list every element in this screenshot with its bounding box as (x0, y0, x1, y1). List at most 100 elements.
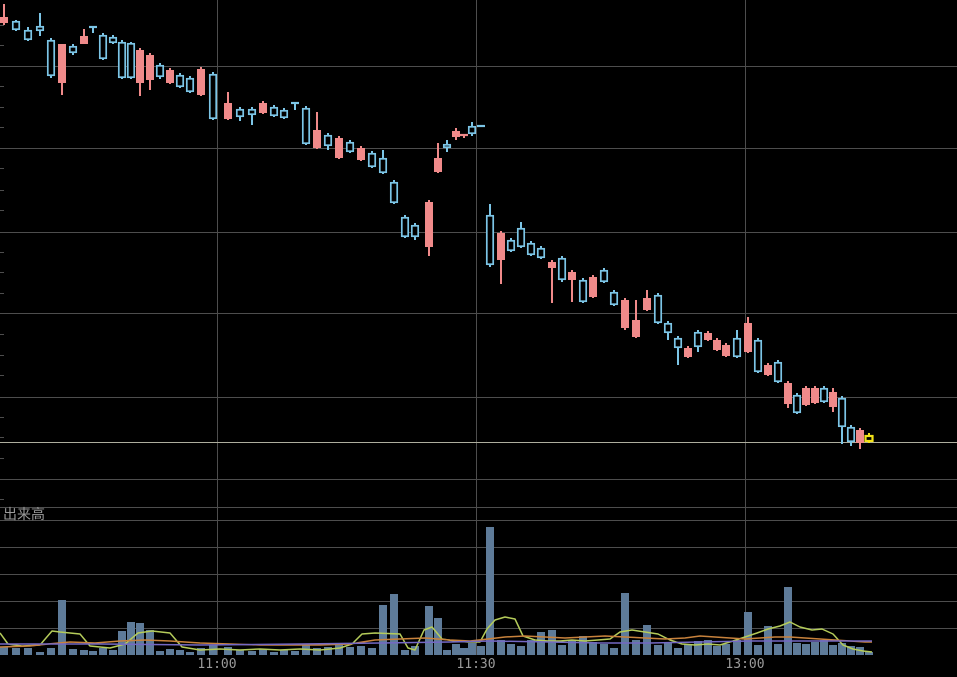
candle-body-down (357, 148, 365, 160)
candle-body-down (497, 233, 505, 260)
volume-bar (259, 649, 267, 655)
volume-bar (517, 646, 525, 655)
candle (89, 25, 97, 33)
volume-bar (847, 646, 855, 655)
volume-bar (579, 636, 587, 655)
candle-body-down (313, 130, 321, 148)
candle (557, 256, 567, 282)
candle (467, 122, 477, 136)
volume-bar (568, 640, 576, 655)
candle (166, 68, 174, 84)
candle (526, 241, 536, 256)
candle (452, 128, 460, 140)
candle-body-up (653, 294, 663, 324)
candle (713, 338, 721, 351)
candle-body-up (301, 107, 311, 145)
volume-bar (248, 651, 256, 655)
candle (434, 143, 442, 173)
candle-body-up (773, 361, 783, 383)
candle (425, 200, 433, 256)
candle (485, 204, 495, 267)
candle-body-up (235, 108, 245, 118)
candle-body-down (856, 430, 864, 443)
candle-body-up (345, 141, 355, 153)
candle-body-up (68, 45, 78, 54)
candle (632, 300, 640, 338)
current-candle-body (864, 434, 874, 443)
volume-bar (632, 640, 640, 655)
volume-bar (146, 630, 154, 655)
volume-bar (69, 649, 77, 655)
ma_short-line (0, 616, 873, 653)
volume-bar (58, 600, 66, 655)
candle-body-up (185, 77, 195, 93)
candle (345, 140, 355, 153)
candle-body-down (621, 300, 629, 328)
candle (11, 20, 21, 31)
candle (259, 101, 267, 114)
candle (753, 338, 763, 373)
candle-body-up (526, 242, 536, 256)
candle-body-up (155, 64, 165, 78)
time-label-1130: 11:30 (456, 657, 496, 672)
volume-bar (744, 612, 752, 655)
volume-bar (313, 648, 321, 655)
candle-body-up (506, 239, 516, 252)
candle (378, 150, 388, 174)
volume-bar (156, 651, 164, 655)
candle (269, 105, 279, 117)
volume-bar (89, 651, 97, 655)
volume-bar (722, 644, 730, 655)
volume-bar (109, 650, 117, 655)
candle (247, 107, 257, 125)
ma_mid-line (0, 635, 872, 648)
candle-body-up (485, 214, 495, 266)
candle (68, 44, 78, 55)
volume-bar (486, 527, 494, 655)
volume-bar (99, 648, 107, 655)
candle (400, 215, 410, 238)
candle (704, 331, 712, 341)
candle-body-up (117, 41, 127, 79)
candle-body-up (35, 25, 45, 32)
volume-bar (784, 587, 792, 655)
candle (126, 42, 136, 79)
volume-bar (674, 648, 682, 655)
volume-bar (434, 618, 442, 655)
candle-body-up (247, 108, 257, 116)
candle-body-up (673, 337, 683, 349)
candle (291, 101, 299, 110)
time-label-1300: 13:00 (725, 657, 765, 672)
candle-body-down (802, 388, 810, 405)
volume-bar (346, 647, 354, 655)
current-candle (864, 433, 874, 443)
candle (516, 222, 526, 248)
candle-body-down (259, 103, 267, 113)
volume-bar (280, 650, 288, 655)
candle (773, 360, 783, 383)
candle-body-up (536, 247, 546, 259)
candle-body-down (704, 333, 712, 340)
volume-pane-label: 出来高 (3, 507, 45, 523)
candle-body-up (442, 143, 452, 149)
ma_long-line (0, 640, 872, 646)
volume-bar (224, 647, 232, 655)
candle-body-up (792, 394, 802, 414)
candle (477, 124, 485, 128)
candle (335, 136, 343, 159)
candle (792, 393, 802, 414)
candle (98, 33, 108, 60)
candle (0, 4, 8, 25)
volume-bar (460, 648, 468, 655)
candle (811, 386, 819, 404)
candle-body-up (389, 181, 399, 204)
candle-body-up (175, 74, 185, 88)
candle (235, 107, 245, 121)
candle (146, 53, 154, 90)
candle-body-up (753, 339, 763, 373)
candle-body-down (811, 388, 819, 403)
candle-body-down (684, 348, 692, 357)
